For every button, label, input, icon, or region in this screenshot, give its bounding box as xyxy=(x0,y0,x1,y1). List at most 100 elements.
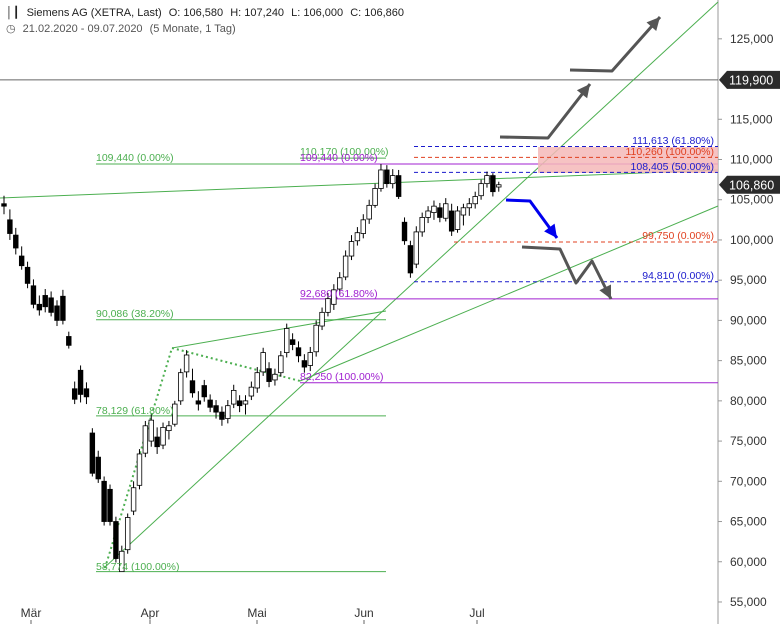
scenario-arrow-up-head xyxy=(576,84,590,99)
y-tick-label: 100,000 xyxy=(730,233,774,247)
candle xyxy=(331,284,337,310)
candle xyxy=(448,203,455,236)
candle xyxy=(236,395,243,413)
candle xyxy=(295,341,302,363)
candle xyxy=(195,391,202,411)
x-tick-label: Jun xyxy=(354,606,373,620)
candle-body xyxy=(124,517,131,551)
candle xyxy=(496,181,502,192)
fib-label: 111,613 (61.80%) xyxy=(632,135,714,147)
resistance-price-badge: 119,900 xyxy=(729,73,773,87)
candle-body xyxy=(437,207,443,218)
high-value: H: 107,240 xyxy=(230,7,285,19)
candle xyxy=(454,206,461,233)
candle xyxy=(395,169,402,199)
candle xyxy=(337,272,343,295)
close-value: C: 106,860 xyxy=(350,7,405,19)
candle xyxy=(325,293,331,317)
candle xyxy=(166,420,172,440)
candle-body xyxy=(301,360,308,368)
candle-body xyxy=(130,487,137,512)
candle-body xyxy=(472,196,478,205)
y-tick-label: 70,000 xyxy=(730,474,767,488)
candle xyxy=(443,198,449,222)
candle-body xyxy=(101,480,107,522)
scenario-arrow-down-head xyxy=(599,284,611,299)
candle-body xyxy=(395,175,402,197)
scenario-arrow-up-top xyxy=(569,16,662,73)
scenario-arrow-up-top-head xyxy=(646,17,660,32)
fib-label: 58,774 (100.00%) xyxy=(96,561,179,573)
candle-body xyxy=(490,175,496,193)
candle-body xyxy=(372,188,378,206)
candle-body xyxy=(325,298,331,313)
candle xyxy=(36,295,43,316)
scenario-arrow-down-blue-head xyxy=(544,223,557,238)
candle xyxy=(413,226,419,269)
y-tick-label: 80,000 xyxy=(730,394,767,408)
candle xyxy=(113,516,119,563)
y-tick-label: 60,000 xyxy=(730,555,767,569)
y-tick-label: 90,000 xyxy=(730,313,767,327)
candle-body xyxy=(183,354,190,373)
candle xyxy=(201,379,207,402)
candle-body xyxy=(319,311,325,327)
candle xyxy=(119,545,125,573)
candle-body xyxy=(195,400,202,405)
candle xyxy=(366,199,372,224)
candle-body xyxy=(148,419,154,442)
candle xyxy=(13,227,19,255)
candle-body xyxy=(172,403,178,425)
candle xyxy=(83,382,90,405)
candle xyxy=(77,365,84,403)
candle xyxy=(419,212,425,237)
candle xyxy=(478,179,484,200)
y-tick-label: 55,000 xyxy=(730,595,767,609)
candle-body xyxy=(348,241,355,257)
candle xyxy=(148,414,154,447)
candle-body xyxy=(484,175,490,185)
candle xyxy=(89,428,96,477)
x-tick-label: Jul xyxy=(469,606,484,620)
candle xyxy=(66,331,72,349)
y-tick-label: 115,000 xyxy=(730,112,773,126)
candle-body xyxy=(177,372,184,402)
candle-body xyxy=(289,339,296,345)
candle-body xyxy=(407,245,414,274)
candle-body xyxy=(142,425,149,454)
candle-body xyxy=(24,266,31,284)
x-tick-label: Apr xyxy=(141,606,160,620)
open-value: O: 106,580 xyxy=(168,7,224,19)
candle xyxy=(71,381,78,405)
candle xyxy=(225,400,231,424)
y-tick-label: 95,000 xyxy=(730,273,767,287)
fib-label: 92,680 (61.80%) xyxy=(300,288,378,300)
candle xyxy=(490,173,496,197)
candle-body xyxy=(66,336,72,346)
clock-icon: ◷ xyxy=(6,23,16,35)
candle xyxy=(248,381,255,401)
candle xyxy=(207,394,213,413)
fib-label: 109,440 (0.00%) xyxy=(96,152,174,164)
candle-body xyxy=(390,175,396,185)
candle-body xyxy=(443,203,449,219)
candle-body xyxy=(1,203,7,207)
candle xyxy=(107,484,113,526)
y-tick-label: 110,000 xyxy=(730,153,773,167)
candle xyxy=(154,427,160,454)
fib-label: 109,440 (0.00%) xyxy=(300,152,378,164)
candle-body xyxy=(13,234,19,249)
candle xyxy=(183,350,190,378)
x-tick-label: Mai xyxy=(247,606,266,620)
candle xyxy=(342,250,349,281)
candle xyxy=(307,346,313,372)
candle xyxy=(124,513,131,554)
candle xyxy=(231,384,237,409)
candle-body xyxy=(295,347,302,357)
period: (5 Monate, 1 Tag) xyxy=(149,23,236,35)
target-zone xyxy=(538,147,718,173)
y-tick-label: 125,000 xyxy=(730,32,774,46)
candle-body xyxy=(354,232,361,242)
resistance-price-badge-bg xyxy=(719,70,780,89)
